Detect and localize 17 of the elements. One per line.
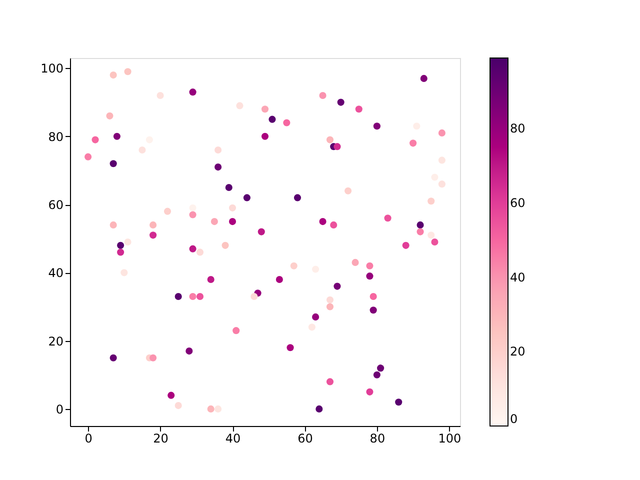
x-tick-label: 100 xyxy=(438,432,462,446)
x-tick-label: 20 xyxy=(153,432,168,446)
y-tick-label: 0 xyxy=(56,402,64,416)
color-bar-label: 20 xyxy=(510,344,526,359)
y-tick-label: 60 xyxy=(48,198,64,212)
y-tick-label: 80 xyxy=(48,130,64,144)
color-bar-label: 40 xyxy=(510,270,526,284)
y-tick-label: 20 xyxy=(48,334,64,348)
y-tick-label: 100 xyxy=(40,62,64,76)
x-tick-label: 40 xyxy=(225,432,241,446)
x-tick-label: 0 xyxy=(84,432,92,446)
color-bar-label: 60 xyxy=(510,196,526,210)
y-tick-label: 40 xyxy=(48,266,64,280)
x-tick-label: 80 xyxy=(370,432,386,446)
x-tick-label: 60 xyxy=(298,432,313,446)
color-bar-label: 80 xyxy=(510,122,526,136)
color-bar-label: 0 xyxy=(510,412,518,426)
